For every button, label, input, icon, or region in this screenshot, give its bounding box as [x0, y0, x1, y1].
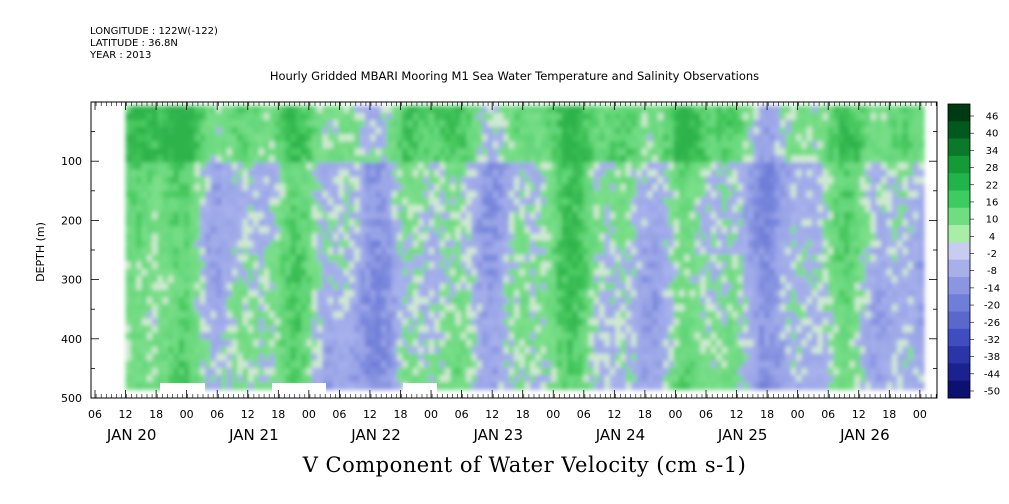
x-tick-label: 06: [210, 408, 224, 421]
x-tick-label: 12: [730, 408, 744, 421]
x-tick-label: 18: [638, 408, 652, 421]
x-tick-label: 06: [88, 408, 102, 421]
x-day-label: JAN 20: [106, 426, 157, 444]
x-tick-label: 00: [913, 408, 927, 421]
x-tick-label: 00: [546, 408, 560, 421]
chart-title: Hourly Gridded MBARI Mooring M1 Sea Wate…: [269, 69, 760, 83]
colorbar-label: 22: [986, 180, 999, 191]
colorbar-swatch: [948, 294, 970, 313]
colorbar-swatch: [948, 242, 970, 261]
colorbar-swatch: [948, 138, 970, 157]
x-tick-label: 18: [760, 408, 774, 421]
colorbar-label: -38: [984, 352, 1000, 363]
colorbar-swatch: [948, 259, 970, 278]
x-tick-label: 00: [424, 408, 438, 421]
colorbar-label: 10: [986, 215, 999, 226]
colorbar-swatch: [948, 311, 970, 330]
longitude-label: LONGITUDE : 122W(-122): [90, 26, 218, 37]
x-tick-label: 06: [699, 408, 713, 421]
colorbar-swatch: [948, 190, 970, 209]
x-tick-label: 18: [516, 408, 530, 421]
x-day-label: JAN 21: [228, 426, 279, 444]
x-tick-label: 00: [668, 408, 682, 421]
y-axis: 100 200 300 400 500: [61, 101, 937, 405]
velocity-field: [125, 105, 925, 398]
colorbar-swatch: [948, 346, 970, 364]
x-day-label: JAN 25: [717, 426, 768, 444]
colorbar-swatch: [948, 328, 970, 347]
colorbar-swatch: [948, 380, 970, 399]
x-tick-label: 12: [485, 408, 499, 421]
colorbar-label: 46: [986, 112, 999, 123]
x-day-label: JAN 24: [595, 426, 646, 444]
x-tick-label: 12: [363, 408, 377, 421]
y-tick-label: 300: [61, 274, 82, 287]
x-tick-label: 00: [180, 408, 194, 421]
x-tick-label: 12: [119, 408, 133, 421]
x-axis-title: V Component of Water Velocity (cm s-1): [302, 453, 747, 477]
colorbar-label: -14: [984, 283, 1000, 294]
x-tick-label: 18: [882, 408, 896, 421]
x-tick-label: 00: [791, 408, 805, 421]
colorbar-label: 4: [989, 232, 995, 243]
x-tick-label: 12: [241, 408, 255, 421]
colorbar: 46 40 34 28 22 16 10 4 -2 -8 -14 -20 -26 -32 -38 -44 -50: [947, 103, 1000, 399]
colorbar-label: -50: [984, 387, 1000, 398]
y-tick-label: 500: [61, 392, 82, 405]
x-tick-label: 06: [577, 408, 591, 421]
colorbar-label: 40: [986, 129, 999, 140]
colorbar-swatch: [948, 121, 970, 140]
colorbar-label: -2: [987, 249, 997, 260]
x-tick-label: 12: [852, 408, 866, 421]
y-tick-label: 200: [61, 214, 82, 227]
colorbar-swatch: [948, 363, 970, 382]
x-day-label: JAN 26: [839, 426, 890, 444]
x-tick-label: 00: [302, 408, 316, 421]
colorbar-label: 34: [986, 146, 999, 157]
x-tick-label: 18: [271, 408, 285, 421]
colorbar-label: -26: [984, 318, 1000, 329]
x-tick-label: 18: [394, 408, 408, 421]
y-tick-label: 400: [61, 333, 82, 346]
x-day-label: JAN 22: [350, 426, 401, 444]
latitude-label: LATITUDE : 36.8N: [90, 38, 178, 49]
colorbar-label: -8: [987, 266, 997, 277]
colorbar-label: -32: [984, 335, 1000, 346]
colorbar-swatch: [948, 104, 970, 122]
colorbar-swatch: [948, 276, 970, 295]
x-tick-label: 06: [455, 408, 469, 421]
colorbar-swatch: [948, 173, 970, 191]
x-day-label: JAN 23: [473, 426, 524, 444]
x-axis: 06 12 18 00 06 12 18 00 06 12 18 00 06 12 18 00 06 12 18 00…: [88, 102, 937, 444]
year-label: YEAR : 2013: [90, 50, 152, 61]
colorbar-label: 28: [986, 163, 999, 174]
x-tick-label: 12: [607, 408, 621, 421]
x-tick-label: 18: [149, 408, 163, 421]
colorbar-swatch: [948, 155, 970, 174]
colorbar-label: 16: [986, 197, 999, 208]
y-tick-label: 100: [61, 155, 82, 168]
colorbar-label: -44: [984, 369, 1000, 380]
colorbar-label: -20: [984, 301, 1000, 312]
x-tick-label: 06: [332, 408, 346, 421]
x-tick-label: 06: [821, 408, 835, 421]
colorbar-swatch: [948, 225, 970, 243]
y-axis-label: DEPTH (m): [34, 222, 47, 282]
colorbar-swatch: [948, 207, 970, 226]
